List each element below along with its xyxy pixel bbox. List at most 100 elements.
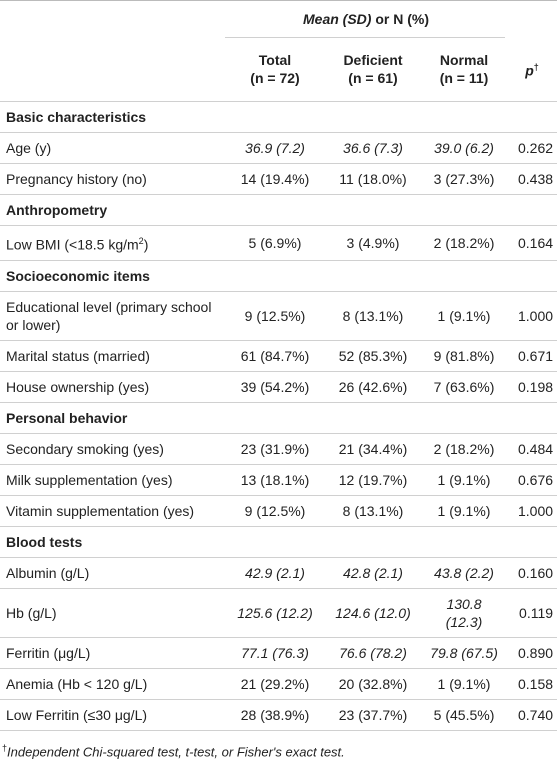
value-cell: 1 (9.1%) bbox=[421, 464, 506, 496]
value-cell: 42.8 (2.1) bbox=[323, 557, 421, 589]
p-value: 0.671 bbox=[505, 340, 557, 372]
p-label: p bbox=[525, 62, 534, 79]
p-value: 1.000 bbox=[505, 291, 557, 341]
value-cell: 76.6 (78.2) bbox=[323, 637, 421, 669]
value-cell: 26 (42.6%) bbox=[323, 371, 421, 403]
value-cell: 77.1 (76.3) bbox=[225, 637, 323, 669]
row-label: Marital status (married) bbox=[0, 340, 225, 372]
row-label: Hb (g/L) bbox=[0, 588, 225, 638]
value-cell: 8 (13.1%) bbox=[323, 495, 421, 527]
section-row: Anthropometry bbox=[0, 194, 557, 226]
column-n: (n = 11) bbox=[439, 70, 489, 87]
label-part: ) bbox=[143, 236, 149, 253]
column-name: Deficient bbox=[343, 52, 403, 69]
value-cell: 14 (19.4%) bbox=[225, 163, 323, 195]
p-value: 0.890 bbox=[505, 637, 557, 669]
row-label: Milk supplementation (yes) bbox=[0, 464, 225, 496]
table-head: Mean (SD) or N (%) Total (n = 72) Deficien… bbox=[0, 0, 557, 102]
data-row: Secondary smoking (yes) 23 (31.9%) 21 (34.… bbox=[0, 433, 557, 465]
row-label: Vitamin supplementation (yes) bbox=[0, 495, 225, 527]
data-row: Pregnancy history (no) 14 (19.4%) 11 (18.0… bbox=[0, 163, 557, 195]
p-value: 0.262 bbox=[505, 132, 557, 164]
section-title: Blood tests bbox=[0, 526, 557, 558]
value-cell: 61 (84.7%) bbox=[225, 340, 323, 372]
value-cell: 11 (18.0%) bbox=[323, 163, 421, 195]
p-value: 0.484 bbox=[505, 433, 557, 465]
data-row: Marital status (married) 61 (84.7%) 52 (85… bbox=[0, 340, 557, 372]
data-row: Anemia (Hb < 120 g/L) 21 (29.2%) 20 (32.8%… bbox=[0, 668, 557, 700]
value-cell: 3 (27.3%) bbox=[421, 163, 506, 195]
value-cell: 21 (29.2%) bbox=[225, 668, 323, 700]
column-n: (n = 61) bbox=[348, 70, 398, 87]
value-cell: 130.8 (12.3) bbox=[421, 588, 506, 638]
p-value: 0.198 bbox=[505, 371, 557, 403]
value-cell: 125.6 (12.2) bbox=[225, 588, 323, 638]
row-label: Low BMI (<18.5 kg/m2) bbox=[0, 225, 225, 261]
data-row: Age (y) 36.9 (7.2) 36.6 (7.3) 39.0 (6.2) 0.2… bbox=[0, 132, 557, 164]
row-label: Educational level (primary school or low… bbox=[0, 291, 225, 341]
p-value: 0.119 bbox=[505, 588, 557, 638]
column-header: Deficient (n = 61) bbox=[323, 37, 421, 102]
value-cell: 124.6 (12.0) bbox=[323, 588, 421, 638]
section-row: Basic characteristics bbox=[0, 101, 557, 133]
blank bbox=[0, 37, 225, 102]
column-header: Normal (n = 11) bbox=[421, 37, 506, 102]
value-cell: 42.9 (2.1) bbox=[225, 557, 323, 589]
data-row: Low BMI (<18.5 kg/m2) 5 (6.9%) 3 (4.9%) 2 (… bbox=[0, 225, 557, 261]
p-value: 0.158 bbox=[505, 668, 557, 700]
value-cell: 3 (4.9%) bbox=[323, 225, 421, 261]
header-row: Mean (SD) or N (%) bbox=[0, 0, 557, 38]
blank bbox=[505, 0, 557, 37]
data-row: House ownership (yes) 39 (54.2%) 26 (42.6%… bbox=[0, 371, 557, 403]
value-cell: 1 (9.1%) bbox=[421, 668, 506, 700]
column-n: (n = 72) bbox=[250, 70, 300, 87]
column-name: Normal bbox=[439, 52, 489, 69]
value-cell: 20 (32.8%) bbox=[323, 668, 421, 700]
value-cell: 1 (9.1%) bbox=[421, 495, 506, 527]
value-cell: 2 (18.2%) bbox=[421, 433, 506, 465]
data-row: Albumin (g/L) 42.9 (2.1) 42.8 (2.1) 43.8 (2… bbox=[0, 557, 557, 589]
p-value: 0.740 bbox=[505, 699, 557, 731]
section-title: Personal behavior bbox=[0, 402, 557, 434]
p-value: 0.160 bbox=[505, 557, 557, 589]
value-cell: 28 (38.9%) bbox=[225, 699, 323, 731]
value-cell: 39 (54.2%) bbox=[225, 371, 323, 403]
p-value: 1.000 bbox=[505, 495, 557, 527]
data-row: Educational level (primary school or low… bbox=[0, 291, 557, 341]
value-cell: 9 (81.8%) bbox=[421, 340, 506, 372]
data-row: Vitamin supplementation (yes) 9 (12.5%) 8 … bbox=[0, 495, 557, 527]
row-label: Anemia (Hb < 120 g/L) bbox=[0, 668, 225, 700]
section-title: Anthropometry bbox=[0, 194, 557, 226]
value-cell: 8 (13.1%) bbox=[323, 291, 421, 341]
row-label: Secondary smoking (yes) bbox=[0, 433, 225, 465]
column-header: Total (n = 72) bbox=[225, 37, 323, 102]
p-value: 0.164 bbox=[505, 225, 557, 261]
row-label: Pregnancy history (no) bbox=[0, 163, 225, 195]
row-label: House ownership (yes) bbox=[0, 371, 225, 403]
data-row: Hb (g/L) 125.6 (12.2) 124.6 (12.0) 130.8 (1… bbox=[0, 588, 557, 638]
value-cell: 9 (12.5%) bbox=[225, 291, 323, 341]
p-value: 0.676 bbox=[505, 464, 557, 496]
section-row: Socioeconomic items bbox=[0, 260, 557, 292]
row-label: Albumin (g/L) bbox=[0, 557, 225, 589]
row-label: Age (y) bbox=[0, 132, 225, 164]
value-cell: 36.9 (7.2) bbox=[225, 132, 323, 164]
section-row: Blood tests bbox=[0, 526, 557, 558]
p-header: p† bbox=[505, 37, 557, 102]
data-row: Low Ferritin (≤30 μg/L) 28 (38.9%) 23 (37.… bbox=[0, 699, 557, 731]
label-part: 2 bbox=[138, 236, 144, 246]
value-cell: 52 (85.3%) bbox=[323, 340, 421, 372]
data-table: Mean (SD) or N (%) Total (n = 72) Deficien… bbox=[0, 0, 557, 731]
section-title: Socioeconomic items bbox=[0, 260, 557, 292]
column-name: Total bbox=[258, 52, 292, 69]
label-part: Low BMI (<18.5 kg/m bbox=[6, 236, 139, 253]
value-cell: 7 (63.6%) bbox=[421, 371, 506, 403]
section-title: Basic characteristics bbox=[0, 101, 557, 133]
value-cell: 1 (9.1%) bbox=[421, 291, 506, 341]
blank bbox=[0, 0, 225, 37]
value-cell: 5 (45.5%) bbox=[421, 699, 506, 731]
value-cell: 23 (37.7%) bbox=[323, 699, 421, 731]
row-label: Low Ferritin (≤30 μg/L) bbox=[0, 699, 225, 731]
value-cell: 36.6 (7.3) bbox=[323, 132, 421, 164]
